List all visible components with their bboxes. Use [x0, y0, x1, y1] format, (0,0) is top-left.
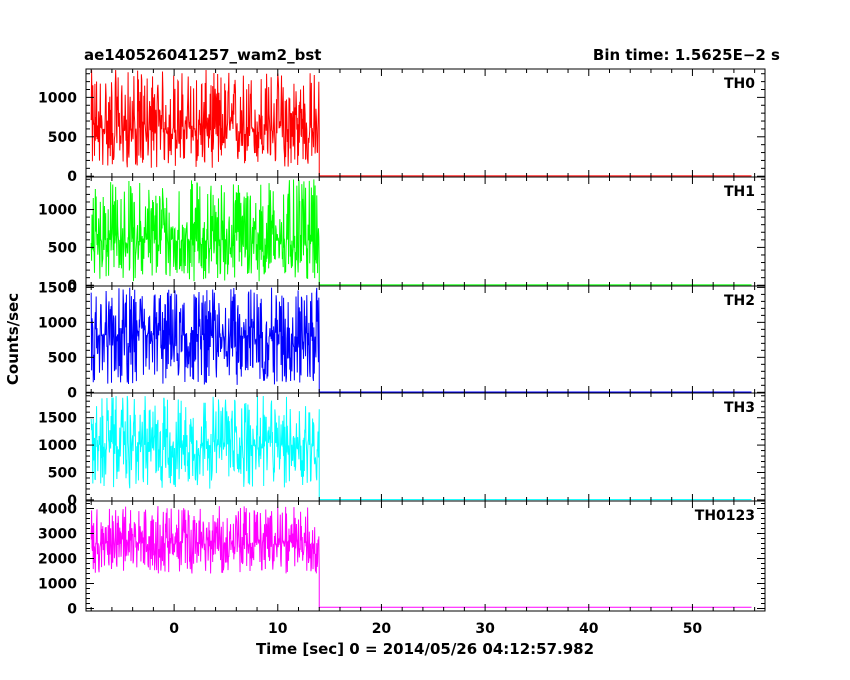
series-line-th0123 — [90, 506, 752, 608]
y-tick-label: 500 — [48, 240, 77, 256]
x-tick-label: 50 — [683, 621, 703, 637]
y-tick-label: 3000 — [38, 527, 77, 543]
panel-th3: 0 500 1000 1500 TH3 — [38, 392, 766, 509]
series-line-th2 — [90, 287, 752, 393]
panel-label-th3: TH3 — [724, 400, 755, 416]
y-tick-label: 500 — [48, 130, 77, 146]
series-line-th1 — [90, 179, 752, 286]
series-line-th3 — [90, 395, 752, 501]
panel-frame — [85, 500, 766, 612]
panel-th0: 0 500 1000 TH0 — [38, 68, 766, 185]
x-tick-label: 40 — [579, 621, 599, 637]
panel-th1: 0 500 1000 TH1 — [38, 176, 766, 294]
y-tick-label: 500 — [48, 350, 77, 366]
panel-frame — [85, 285, 766, 394]
panel-label-th2: TH2 — [724, 293, 755, 309]
y-tick-label: 1000 — [38, 438, 77, 454]
x-tick-label: 30 — [475, 621, 495, 637]
panel-frame — [85, 392, 766, 502]
y-tick-label: 0 — [67, 278, 77, 294]
y-tick-label: 1500 — [38, 280, 77, 296]
panel-th2: 0 500 1000 1500 TH2 — [38, 280, 766, 401]
x-axis-label: Time [sec] 0 = 2014/05/26 04:12:57.982 — [256, 640, 594, 658]
y-axis-label: Counts/sec — [4, 293, 22, 385]
y-tick-label: 0 — [67, 493, 77, 509]
panel-label-th0123: TH0123 — [695, 508, 755, 524]
y-tick-label: 1000 — [38, 203, 77, 219]
chart-title: ae140526041257_wam2_bst — [84, 46, 321, 64]
series-line-th0 — [90, 69, 752, 177]
y-tick-label: 0 — [67, 385, 77, 401]
y-tick-label: 500 — [48, 465, 77, 481]
panel-label-th0: TH0 — [724, 76, 755, 92]
x-tick-label: 10 — [268, 621, 288, 637]
x-tick-label: 0 — [169, 621, 179, 637]
y-tick-label: 0 — [67, 169, 77, 185]
y-tick-label: 1000 — [38, 315, 77, 331]
y-tick-label: 1500 — [38, 411, 77, 427]
x-tick-label: 20 — [372, 621, 392, 637]
y-tick-label: 2000 — [38, 552, 77, 568]
y-tick-label: 0 — [67, 602, 77, 618]
panels-group: 05001000TH005001000TH1050010001500TH2050… — [38, 68, 766, 637]
bin-time-label: Bin time: 1.5625E−2 s — [593, 46, 780, 64]
y-tick-label: 1000 — [38, 577, 77, 593]
panel-th0123: 0 1000 2000 3000 4000 TH0123 — [38, 500, 766, 618]
y-tick-label: 4000 — [38, 502, 77, 518]
panel-label-th1: TH1 — [724, 184, 755, 200]
y-tick-label: 1000 — [38, 90, 77, 106]
